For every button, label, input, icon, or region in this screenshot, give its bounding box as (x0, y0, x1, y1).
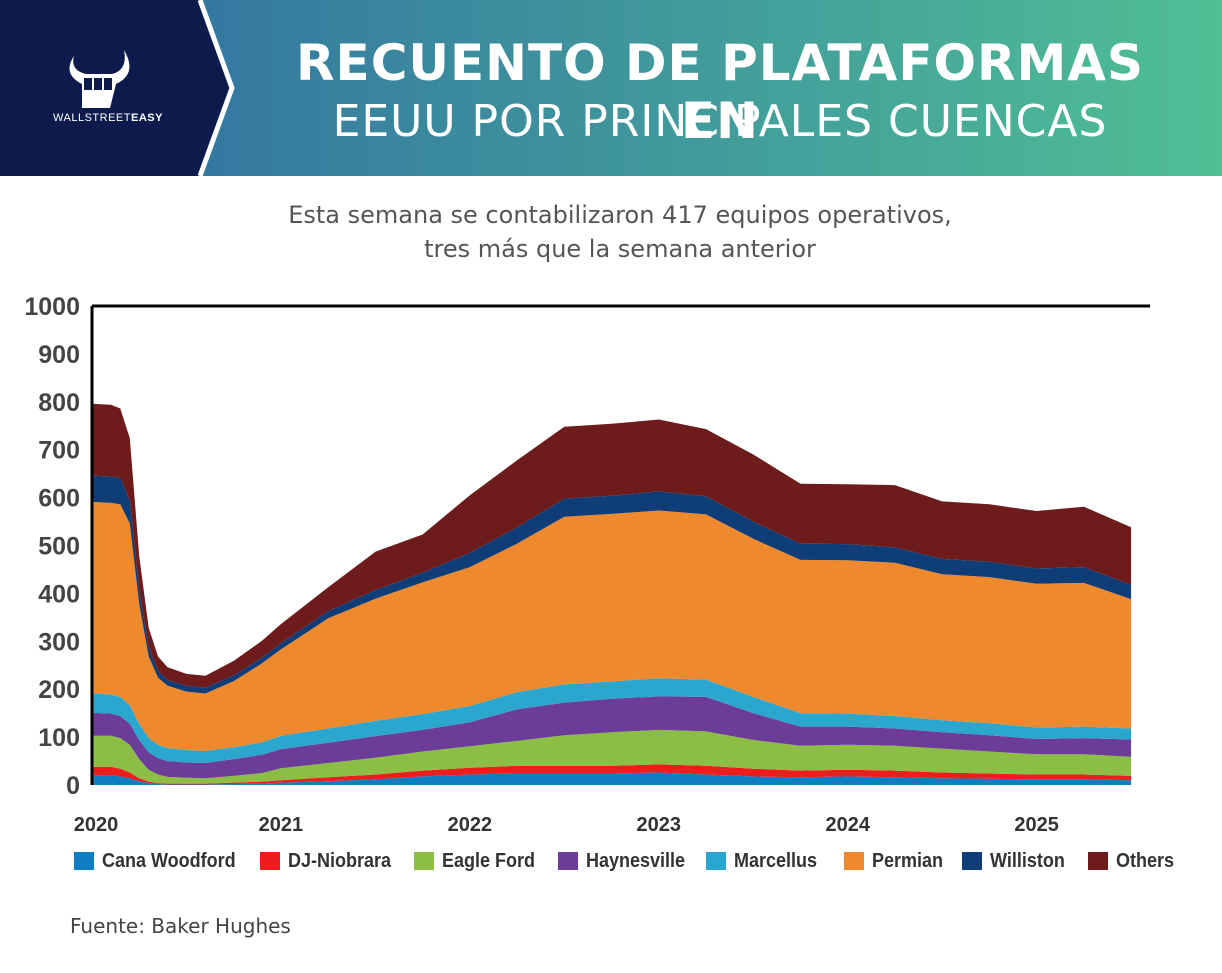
area-marcellus (92, 678, 1132, 763)
area-dj-niobrara (92, 764, 1132, 785)
bull-fist-icon (69, 50, 130, 108)
y-tick-labels: 0 100 200 300 400 500 600 700 800 900 1000 (24, 293, 80, 800)
legend-label: Haynesville (586, 850, 686, 872)
legend-swatch (558, 852, 578, 870)
y-tick-label: 800 (38, 389, 80, 417)
y-tick-label: 200 (38, 676, 80, 704)
header-banner: WALLSTREETEASY RECUENTO DE PLATAFORMAS E… (0, 0, 1222, 176)
x-tick-label: 2025 (1014, 814, 1059, 836)
x-tick-labels: 2020 2021 2022 2023 2024 2025 (74, 814, 1059, 836)
legend-swatch (414, 852, 434, 870)
area-haynesville (92, 696, 1132, 779)
legend-label: Eagle Ford (442, 850, 536, 872)
legend-label: DJ-Niobrara (288, 850, 392, 872)
y-tick-label: 400 (38, 580, 80, 608)
chart-areas (92, 403, 1132, 785)
logo: WALLSTREETEASY (0, 0, 240, 176)
subtitle-line1: Esta semana se contabilizaron 417 equipo… (288, 201, 952, 229)
chart-axes (90, 304, 1150, 785)
legend-swatch (74, 852, 94, 870)
y-tick-label: 300 (38, 628, 80, 656)
legend-label: Marcellus (734, 850, 818, 872)
y-tick-label: 600 (38, 485, 80, 513)
legend-swatch (962, 852, 982, 870)
legend-label: Cana Woodford (102, 850, 236, 872)
chart-subtitle: Esta semana se contabilizaron 417 equipo… (170, 198, 1070, 266)
legend-swatch (706, 852, 726, 870)
banner-background (0, 0, 1222, 176)
x-tick-label: 2020 (74, 814, 119, 836)
legend-swatch (260, 852, 280, 870)
x-tick-label: 2021 (259, 814, 304, 836)
source-note: Fuente: Baker Hughes (70, 914, 291, 938)
x-tick-label: 2024 (825, 814, 870, 836)
area-others (92, 403, 1132, 688)
area-cana-woodford (92, 772, 1132, 785)
logo-text: WALLSTREETEASY (53, 112, 163, 124)
y-tick-label: 0 (66, 772, 80, 800)
x-tick-label: 2023 (637, 814, 682, 836)
x-tick-label: 2022 (448, 814, 493, 836)
page-title-line1: RECUENTO DE PLATAFORMAS EN (296, 34, 1144, 150)
legend-swatch (1088, 852, 1108, 870)
y-tick-label: 1000 (24, 293, 80, 321)
legend-label: Williston (990, 850, 1065, 872)
legend-label: Permian (872, 850, 944, 872)
area-eagle-ford (92, 729, 1132, 784)
page-title-line2: EEUU POR PRINCIPALES CUENCAS (332, 96, 1108, 147)
y-tick-label: 900 (38, 341, 80, 369)
y-tick-label: 500 (38, 533, 80, 561)
y-tick-label: 700 (38, 437, 80, 465)
area-permian (92, 501, 1132, 751)
y-tick-label: 100 (38, 724, 80, 752)
subtitle-line2: tres más que la semana anterior (424, 235, 816, 263)
legend-label: Others (1116, 850, 1175, 872)
legend-swatch (844, 852, 864, 870)
